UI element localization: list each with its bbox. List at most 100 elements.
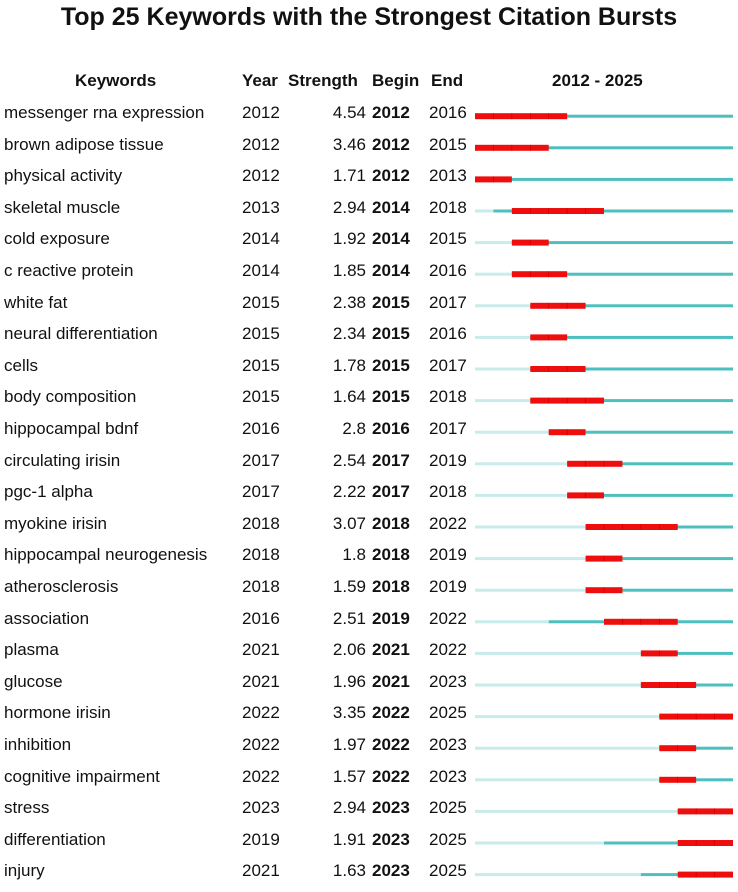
table-row: white fat 2015 2.38 2015 2017 <box>0 292 738 324</box>
table-row: differentiation 2019 1.91 2023 2025 <box>0 829 738 861</box>
keyword-cell: injury <box>4 861 45 881</box>
year-cell: 2018 <box>242 545 280 565</box>
begin-cell: 2023 <box>372 861 410 881</box>
table-row: pgc-1 alpha 2017 2.22 2017 2018 <box>0 481 738 513</box>
end-cell: 2015 <box>429 134 467 154</box>
inactive-segment <box>475 620 549 624</box>
inactive-segment <box>475 809 678 813</box>
begin-cell: 2015 <box>372 355 410 375</box>
begin-cell: 2018 <box>372 577 410 596</box>
active-segment <box>511 241 733 245</box>
end-cell: 2023 <box>429 735 467 754</box>
active-segment <box>604 841 733 845</box>
inactive-segment <box>475 335 531 339</box>
year-cell: 2021 <box>242 671 280 691</box>
table-row: plasma 2021 2.06 2021 2022 <box>0 639 738 671</box>
keyword-cell: glucose <box>4 671 63 691</box>
end-cell: 2018 <box>429 197 467 217</box>
keyword-cell: brown adipose tissue <box>4 134 164 154</box>
inactive-segment <box>475 241 512 245</box>
begin-cell: 2012 <box>372 166 410 186</box>
keyword-cell: cold exposure <box>4 229 110 249</box>
end-cell: 2025 <box>429 861 467 881</box>
year-cell: 2015 <box>242 387 280 407</box>
begin-cell: 2014 <box>372 197 410 217</box>
active-segment <box>640 651 733 655</box>
strength-cell: 3.35 <box>332 703 366 723</box>
keyword-cell: hippocampal neurogenesis <box>4 545 208 565</box>
inactive-segment <box>475 778 660 782</box>
table-row: inhibition 2022 1.97 2022 2023 <box>0 734 738 766</box>
inactive-segment <box>475 588 586 592</box>
begin-cell: 2015 <box>372 292 410 312</box>
begin-cell: 2018 <box>372 513 410 533</box>
active-segment <box>530 367 733 371</box>
end-cell: 2019 <box>429 450 467 470</box>
table-row: circulating irisin 2017 2.54 2017 2019 <box>0 450 738 482</box>
year-cell: 2012 <box>242 166 280 186</box>
keyword-cell: neural differentiation <box>4 324 158 344</box>
year-cell: 2021 <box>242 861 280 881</box>
year-cell: 2022 <box>242 703 280 723</box>
header-strength: Strength <box>288 71 358 90</box>
begin-cell: 2023 <box>372 829 410 849</box>
keyword-cell: myokine irisin <box>4 513 107 533</box>
year-cell: 2015 <box>242 355 280 375</box>
burst-bar <box>511 271 568 278</box>
inactive-segment <box>475 873 641 877</box>
burst-bar <box>530 366 586 372</box>
burst-bar <box>677 808 733 815</box>
keyword-cell: physical activity <box>4 166 123 186</box>
begin-cell: 2014 <box>372 261 410 280</box>
inactive-segment <box>475 715 660 719</box>
begin-cell: 2015 <box>372 387 410 407</box>
strength-cell: 2.06 <box>332 640 366 660</box>
table-row: hippocampal neurogenesis 2018 1.8 2018 2019 <box>0 544 738 576</box>
strength-cell: 1.91 <box>332 829 366 849</box>
end-cell: 2025 <box>429 798 467 818</box>
end-cell: 2016 <box>429 261 467 280</box>
table-row: hippocampal bdnf 2016 2.8 2016 2017 <box>0 418 738 450</box>
active-segment <box>493 209 733 213</box>
strength-cell: 2.22 <box>332 482 366 502</box>
begin-cell: 2023 <box>372 798 410 818</box>
keyword-cell: body composition <box>4 387 137 407</box>
year-cell: 2014 <box>242 229 280 249</box>
table-row: atherosclerosis 2018 1.59 2018 2019 <box>0 576 738 608</box>
keyword-cell: differentiation <box>4 829 106 849</box>
strength-cell: 1.57 <box>332 766 366 786</box>
table-row: cells 2015 1.78 2015 2017 <box>0 355 738 387</box>
header-end: End <box>431 71 464 90</box>
keyword-cell: cognitive impairment <box>4 766 160 786</box>
year-cell: 2021 <box>242 640 280 660</box>
year-cell: 2015 <box>242 292 280 312</box>
inactive-segment <box>475 399 531 403</box>
keyword-cell: stress <box>4 798 50 818</box>
strength-cell: 1.59 <box>332 577 366 596</box>
end-cell: 2019 <box>429 545 467 565</box>
table-row: body composition 2015 1.64 2015 2018 <box>0 386 738 418</box>
active-segment <box>475 114 733 118</box>
year-cell: 2014 <box>242 261 280 280</box>
year-cell: 2012 <box>242 134 280 154</box>
keyword-cell: c reactive protein <box>4 261 134 280</box>
end-cell: 2022 <box>429 640 467 660</box>
end-cell: 2023 <box>429 766 467 786</box>
table-row: c reactive protein 2014 1.85 2014 2016 <box>0 260 738 292</box>
burst-bar <box>640 682 697 688</box>
end-cell: 2018 <box>429 387 467 407</box>
keyword-cell: inhibition <box>4 735 72 754</box>
burst-bar <box>567 460 623 467</box>
active-segment <box>475 146 733 150</box>
table-row: glucose 2021 1.96 2021 2023 <box>0 671 738 703</box>
strength-cell: 2.94 <box>332 197 366 217</box>
end-cell: 2025 <box>429 703 467 723</box>
inactive-segment <box>475 525 586 529</box>
header-year: Year <box>242 71 278 90</box>
keyword-cell: white fat <box>4 292 68 312</box>
strength-cell: 2.94 <box>332 798 366 818</box>
begin-cell: 2021 <box>372 671 410 691</box>
strength-cell: 1.97 <box>332 735 366 754</box>
end-cell: 2015 <box>429 229 467 249</box>
begin-cell: 2022 <box>372 735 410 754</box>
